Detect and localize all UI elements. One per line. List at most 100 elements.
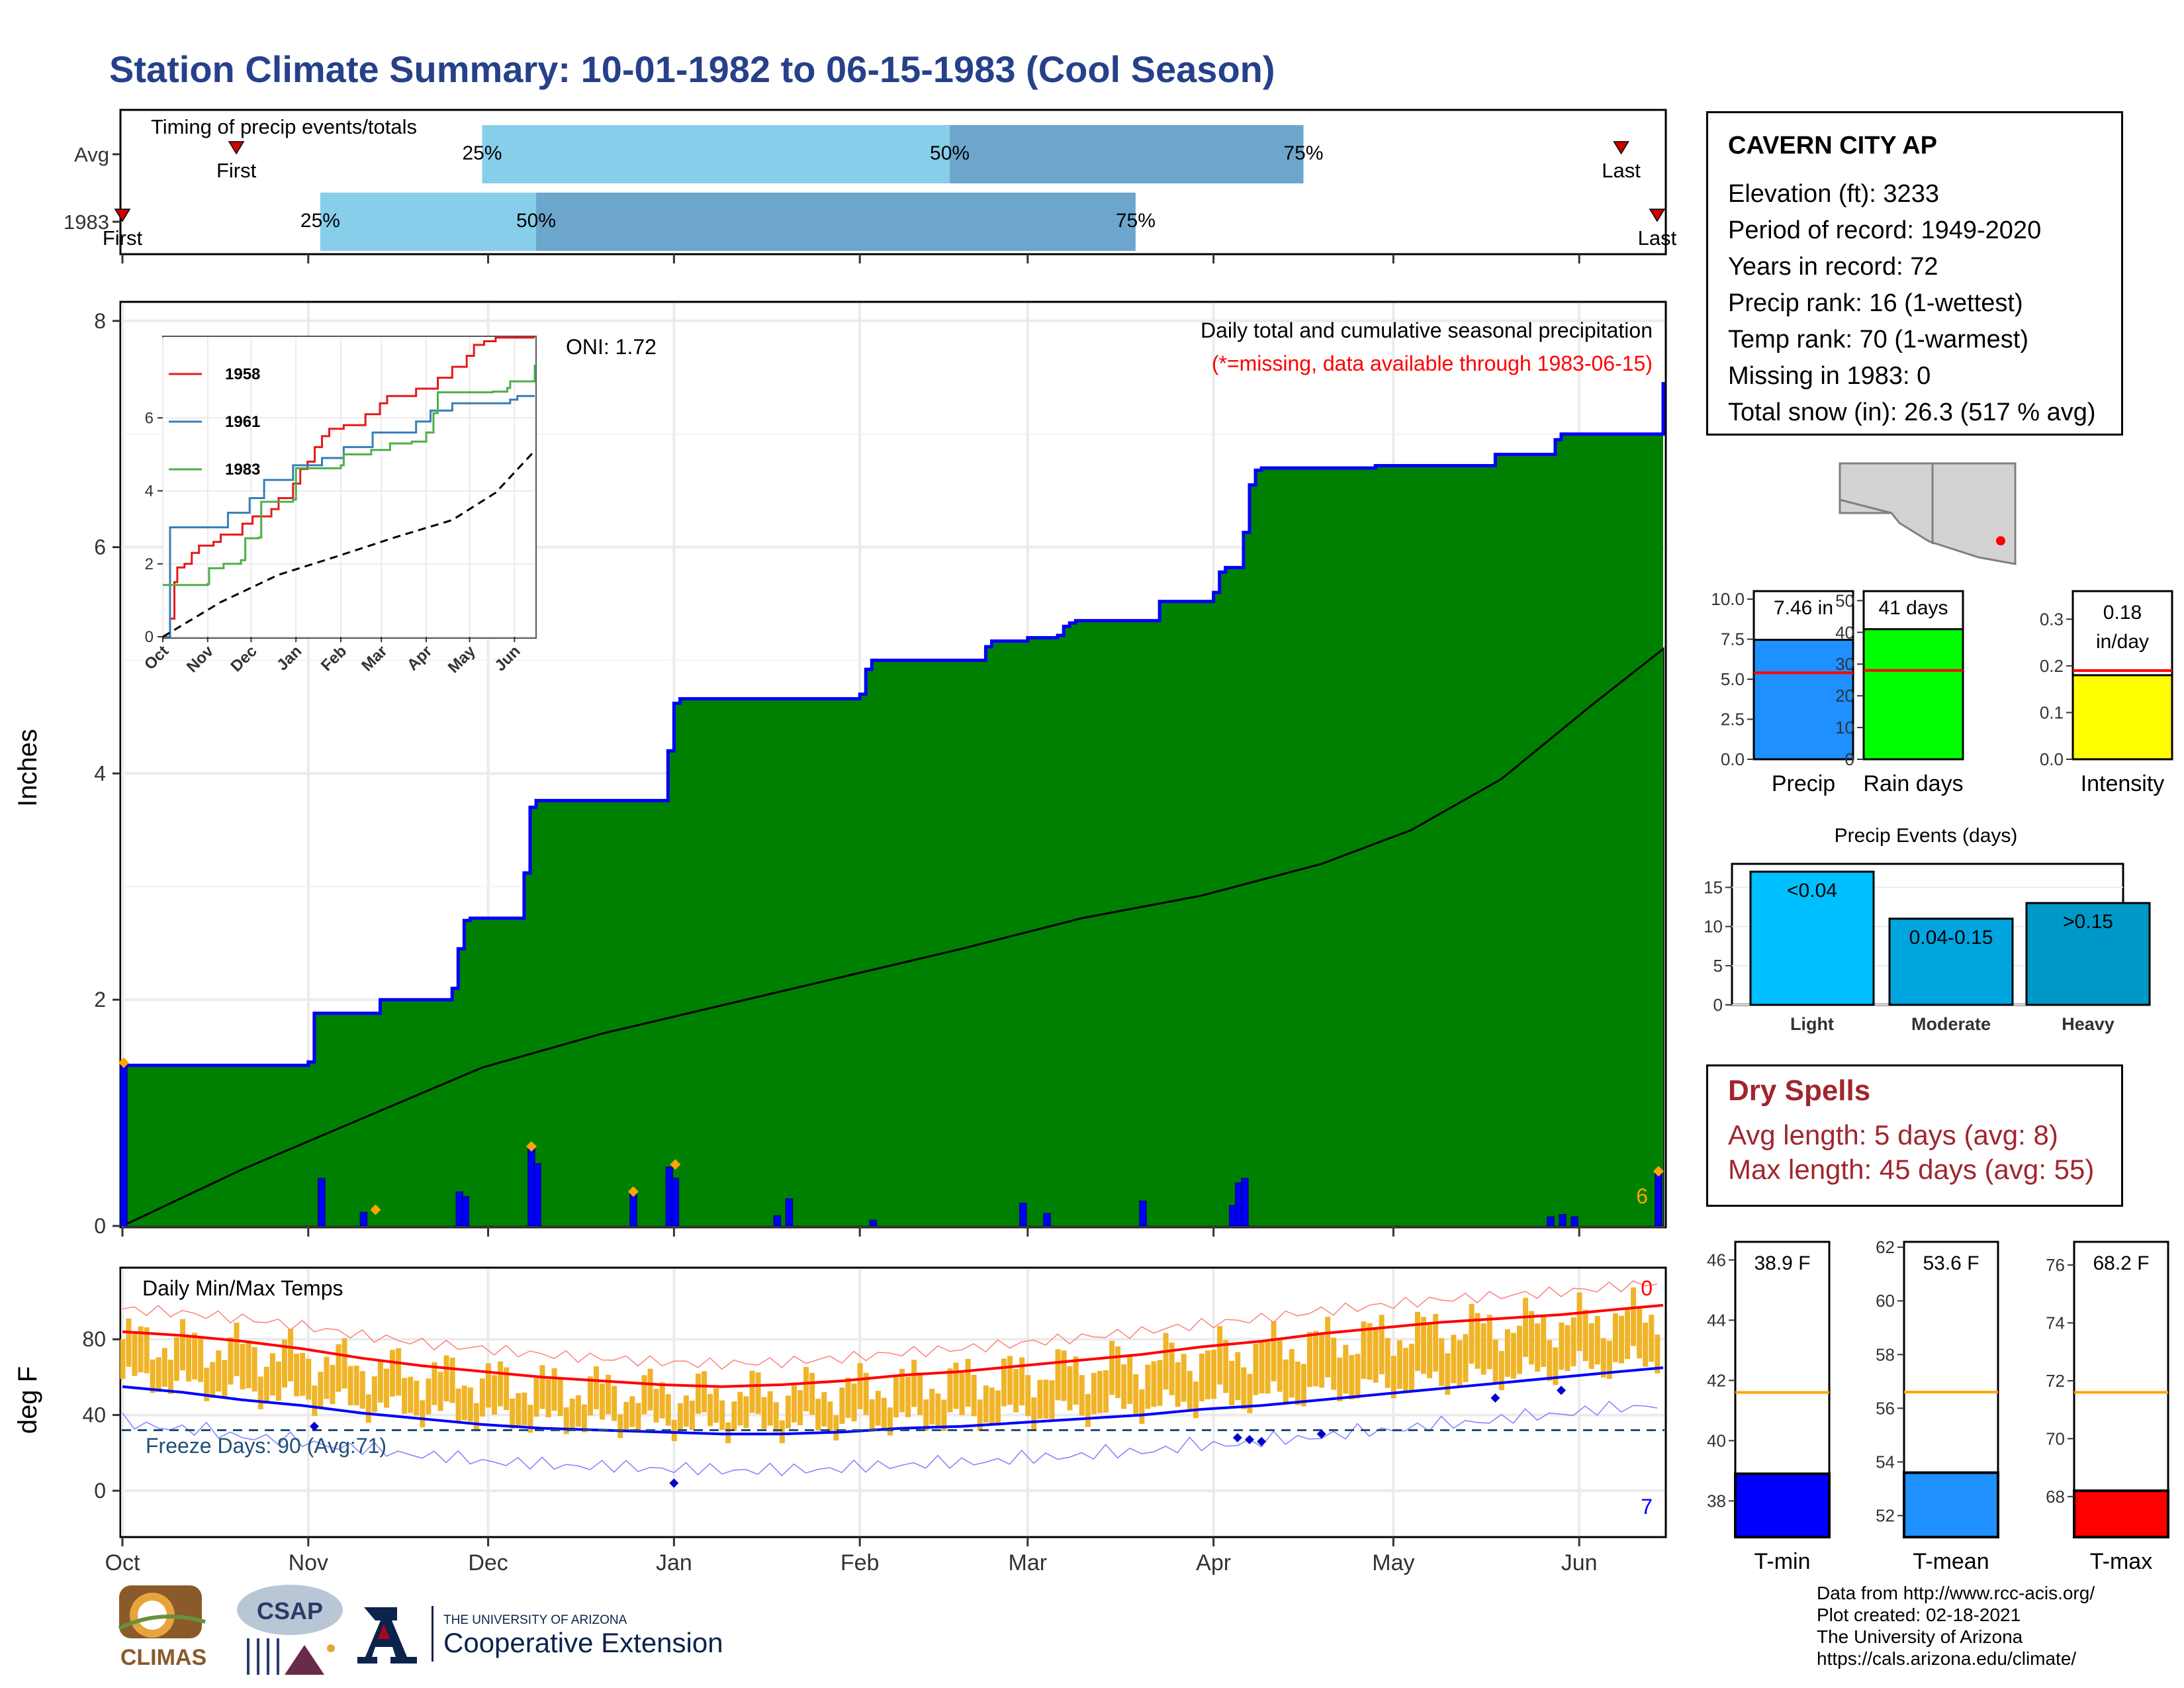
daily-temp-bar bbox=[1625, 1309, 1631, 1359]
cumulative-1983-area bbox=[122, 382, 1663, 1227]
daily-temp-bar bbox=[1007, 1356, 1013, 1405]
daily-temp-bar bbox=[1313, 1331, 1319, 1387]
daily-temp-bar bbox=[1492, 1339, 1498, 1384]
mini-ytick-label: 0.2 bbox=[2040, 656, 2064, 676]
daily-precip-bar bbox=[629, 1194, 637, 1227]
daily-temp-bar bbox=[371, 1376, 377, 1413]
daily-temp-bar bbox=[947, 1368, 953, 1413]
daily-temp-bar bbox=[300, 1352, 306, 1396]
daily-temp-bar bbox=[821, 1392, 827, 1427]
daily-temp-bar bbox=[551, 1368, 557, 1411]
daily-temp-bar bbox=[1421, 1317, 1427, 1374]
daily-temp-bar bbox=[779, 1420, 785, 1444]
daily-temp-bar bbox=[1463, 1334, 1469, 1382]
daily-temp-bar bbox=[683, 1395, 689, 1427]
events-category-label: Moderate bbox=[1911, 1014, 1991, 1034]
daily-temp-bar bbox=[383, 1368, 389, 1408]
daily-temp-bar bbox=[1516, 1325, 1522, 1374]
daily-temp-bar bbox=[173, 1337, 179, 1382]
dry-spells-avg: Avg length: 5 days (avg: 8) bbox=[1728, 1119, 2058, 1150]
month-label: Jun bbox=[1561, 1550, 1598, 1575]
daily-temp-bar bbox=[1486, 1315, 1492, 1370]
daily-temp-bar bbox=[1541, 1316, 1547, 1367]
daily-temp-bar bbox=[1343, 1344, 1349, 1394]
temp-bar-ytick-label: 42 bbox=[1707, 1370, 1726, 1390]
mini-ytick-label: 5.0 bbox=[1721, 669, 1745, 689]
temp-header: Daily Min/Max Temps bbox=[142, 1276, 343, 1300]
temp-bar-ytick-label: 60 bbox=[1876, 1291, 1895, 1311]
daily-temp-bar bbox=[1121, 1364, 1127, 1409]
daily-temp-bar bbox=[222, 1360, 228, 1398]
daily-temp-bar bbox=[1355, 1354, 1361, 1399]
daily-temp-bar bbox=[1655, 1335, 1661, 1374]
daily-temp-bar bbox=[281, 1339, 287, 1388]
daily-temp-bar bbox=[294, 1354, 300, 1397]
daily-temp-bar bbox=[815, 1399, 821, 1431]
daily-temp-bar bbox=[1643, 1322, 1649, 1367]
daily-temp-bar bbox=[1223, 1340, 1229, 1393]
daily-temp-bar bbox=[210, 1362, 216, 1399]
station-elevation: Elevation (ft): 3233 bbox=[1728, 180, 1939, 208]
daily-temp-bar bbox=[1229, 1360, 1235, 1406]
daily-temp-bar bbox=[192, 1333, 198, 1380]
record-low-marker bbox=[1232, 1432, 1242, 1442]
map-border-line bbox=[1839, 463, 1934, 544]
climas-logo-text: CLIMAS bbox=[120, 1645, 206, 1670]
daily-temp-bar bbox=[587, 1376, 593, 1416]
daily-temp-bar bbox=[1031, 1397, 1037, 1430]
station-precip-rank: Precip rank: 16 (1-wettest) bbox=[1728, 289, 2023, 317]
daily-precip-bar bbox=[359, 1211, 368, 1227]
month-label: Jan bbox=[656, 1550, 692, 1575]
temp-bar bbox=[1734, 1472, 1831, 1538]
daily-temp-bar bbox=[1361, 1321, 1367, 1380]
daily-temp-bar bbox=[402, 1378, 408, 1414]
daily-temp-bar bbox=[959, 1373, 965, 1415]
record-low-marker bbox=[309, 1421, 319, 1431]
temp-bar-xlabel: T-mean bbox=[1913, 1549, 1989, 1574]
timing-last-label: Last bbox=[1638, 226, 1677, 250]
daily-temp-bar bbox=[1115, 1346, 1121, 1399]
inset-legend-label: 1961 bbox=[225, 413, 260, 431]
precip-subheader: (*=missing, data available through 1983-… bbox=[1212, 352, 1653, 375]
daily-temp-bar bbox=[1618, 1315, 1624, 1364]
events-ytick-label: 0 bbox=[1713, 995, 1723, 1015]
inset-legend-label: 1983 bbox=[225, 461, 260, 479]
daily-precip-bar bbox=[1019, 1203, 1027, 1227]
events-bar bbox=[1888, 917, 2014, 1006]
daily-temp-bar bbox=[761, 1397, 767, 1429]
timing-q50-label: 50% bbox=[930, 142, 970, 164]
month-label: May bbox=[1372, 1550, 1414, 1575]
daily-temp-bar bbox=[1097, 1371, 1103, 1413]
daily-temp-bar bbox=[911, 1360, 917, 1407]
daily-temp-bar bbox=[1385, 1338, 1390, 1388]
daily-temp-bar bbox=[390, 1350, 396, 1397]
daily-temp-bar bbox=[1265, 1342, 1271, 1394]
daily-temp-bar bbox=[1331, 1337, 1337, 1390]
daily-temp-bar bbox=[1457, 1340, 1463, 1386]
record-low-marker bbox=[1257, 1436, 1267, 1446]
daily-temp-bar bbox=[1300, 1364, 1306, 1407]
daily-temp-bar bbox=[629, 1396, 635, 1427]
dry-spells-box: Dry Spells Avg length: 5 days (avg: 8) M… bbox=[1706, 1064, 2123, 1207]
daily-temp-bar bbox=[1037, 1380, 1043, 1419]
daily-temp-bar bbox=[1289, 1348, 1295, 1398]
daily-temp-bar bbox=[617, 1414, 623, 1438]
timing-first-marker bbox=[114, 209, 131, 222]
daily-temp-bar bbox=[641, 1375, 647, 1415]
temp-bar-ytick-label: 54 bbox=[1876, 1452, 1895, 1472]
daily-temp-bar bbox=[539, 1365, 545, 1409]
month-label: Nov bbox=[289, 1550, 328, 1575]
daily-temp-bar bbox=[575, 1395, 581, 1427]
daily-temp-bar bbox=[1235, 1352, 1241, 1401]
daily-temp-bar bbox=[1510, 1333, 1516, 1379]
precip-ytick-label: 4 bbox=[94, 761, 106, 785]
daily-precip-bar bbox=[1139, 1200, 1147, 1227]
daily-temp-bar bbox=[707, 1393, 713, 1427]
temp-bar-xlabel: T-min bbox=[1754, 1549, 1811, 1574]
mini-bar bbox=[1752, 639, 1854, 761]
daily-temp-bar bbox=[702, 1371, 707, 1413]
daily-temp-bar bbox=[1415, 1311, 1421, 1372]
avg-min-temp-line bbox=[122, 1366, 1664, 1436]
daily-temp-bar bbox=[1025, 1375, 1031, 1417]
daily-temp-bar bbox=[1433, 1313, 1439, 1372]
